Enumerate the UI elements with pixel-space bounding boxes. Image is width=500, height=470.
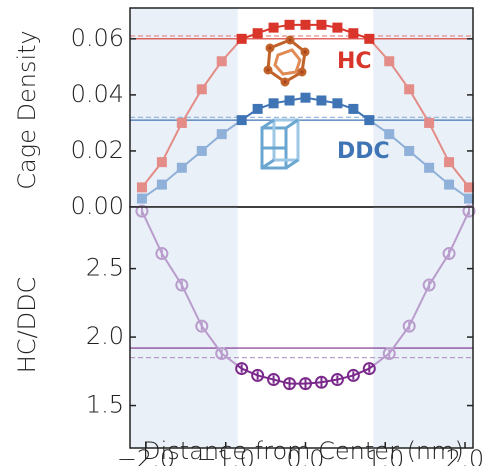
y-axis-label: HC/DDC [13,277,41,374]
data-point [300,92,311,103]
data-point [316,19,327,30]
data-point [155,247,169,261]
x-axis-label: Distance from Center (nm) [142,437,464,465]
data-point [156,179,167,190]
data-point [215,347,229,361]
data-point [251,368,265,382]
y-tick-label: 1.5 [86,391,124,419]
data-point [362,362,376,376]
hc-icon [263,35,310,87]
shaded-region [373,8,473,207]
data-point [236,33,247,44]
data-point [268,98,279,109]
shaded-region [130,207,238,448]
data-point [402,319,416,333]
data-point [364,115,375,126]
data-point [464,193,475,204]
data-point [300,19,311,30]
data-point [316,95,327,106]
y-tick-label: 0.02 [71,136,124,164]
data-point [332,98,343,109]
data-point [314,375,328,389]
data-point [424,117,435,128]
data-point [175,278,189,292]
data-point [135,204,149,218]
data-point [348,103,359,114]
data-point [332,22,343,33]
data-point [364,33,375,44]
data-point [404,84,415,95]
data-point [252,28,263,39]
data-point [444,157,455,168]
data-point [283,377,297,391]
data-point [216,129,227,140]
shaded-region [373,207,473,448]
data-point [252,103,263,114]
y-tick-label: 0.00 [71,192,124,220]
data-point [235,362,249,376]
data-point [384,56,395,67]
y-axis-label: Cage Density [13,30,41,190]
y-tick-label: 0.04 [71,80,124,108]
plot-frame [129,206,474,449]
data-point [136,182,147,193]
y-tick-label: 2.0 [86,322,124,350]
data-point [404,145,415,156]
data-point [424,162,435,173]
data-point [176,117,187,128]
data-point [298,377,312,391]
data-point [444,179,455,190]
data-point [268,22,279,33]
data-point [464,182,475,193]
data-point [330,373,344,387]
data-point [176,162,187,173]
data-point [284,95,295,106]
data-point [462,204,476,218]
data-point [136,193,147,204]
data-point [267,373,281,387]
annotation: HC [337,49,372,74]
data-point [156,157,167,168]
ddc-icon [260,118,300,170]
data-point [442,247,456,261]
data-point [384,129,395,140]
y-tick-label: 0.06 [71,24,124,52]
data-point [195,319,209,333]
data-point [348,28,359,39]
data-point [196,84,207,95]
y-tick-label: 2.5 [86,254,124,282]
shaded-region [130,8,238,207]
data-point [422,278,436,292]
data-point [216,56,227,67]
data-point [236,115,247,126]
data-point [284,19,295,30]
molecule-icons [260,35,310,170]
annotation: DDC [337,139,390,164]
data-point [382,347,396,361]
data-point [196,145,207,156]
data-point [346,368,360,382]
